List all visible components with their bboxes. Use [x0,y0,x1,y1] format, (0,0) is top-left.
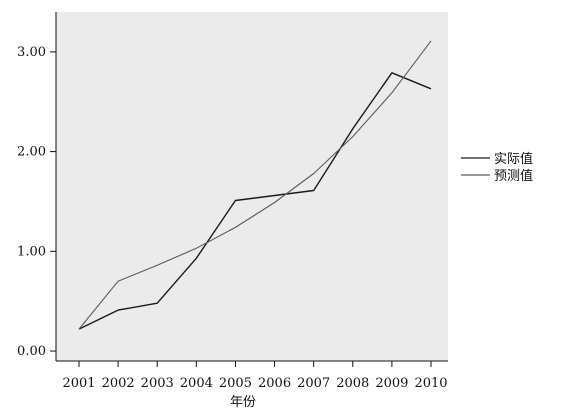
x-tick-label: 2006 [258,376,291,391]
y-tick-label: 1.00 [17,244,46,259]
legend-label: 预测值 [494,168,533,184]
x-tick-label: 2002 [102,376,135,391]
y-tick-label: 0.00 [17,344,46,359]
x-tick-label: 2007 [297,376,330,391]
legend-label: 实际值 [494,151,533,167]
y-tick-label: 3.00 [17,45,46,60]
y-axis-ticks: 0.00 1.00 2.00 3.00 [17,45,56,359]
x-tick-label: 2009 [375,376,408,391]
x-tick-label: 2010 [414,376,447,391]
y-tick-label: 2.00 [17,145,46,160]
x-tick-label: 2004 [180,376,213,391]
x-tick-label: 2005 [219,376,252,391]
x-axis-ticks: 2001 2002 2003 2004 2005 2006 2007 2008 2009 2010 [62,361,448,391]
plot-area [56,12,448,361]
x-axis-title: 年份 [230,395,256,410]
x-tick-label: 2003 [141,376,174,391]
series-line-actual [78,72,432,330]
x-tick-label: 2001 [62,376,95,391]
series-line-predicted [78,40,432,330]
x-tick-label: 2008 [336,376,369,391]
series-lines [78,40,432,330]
